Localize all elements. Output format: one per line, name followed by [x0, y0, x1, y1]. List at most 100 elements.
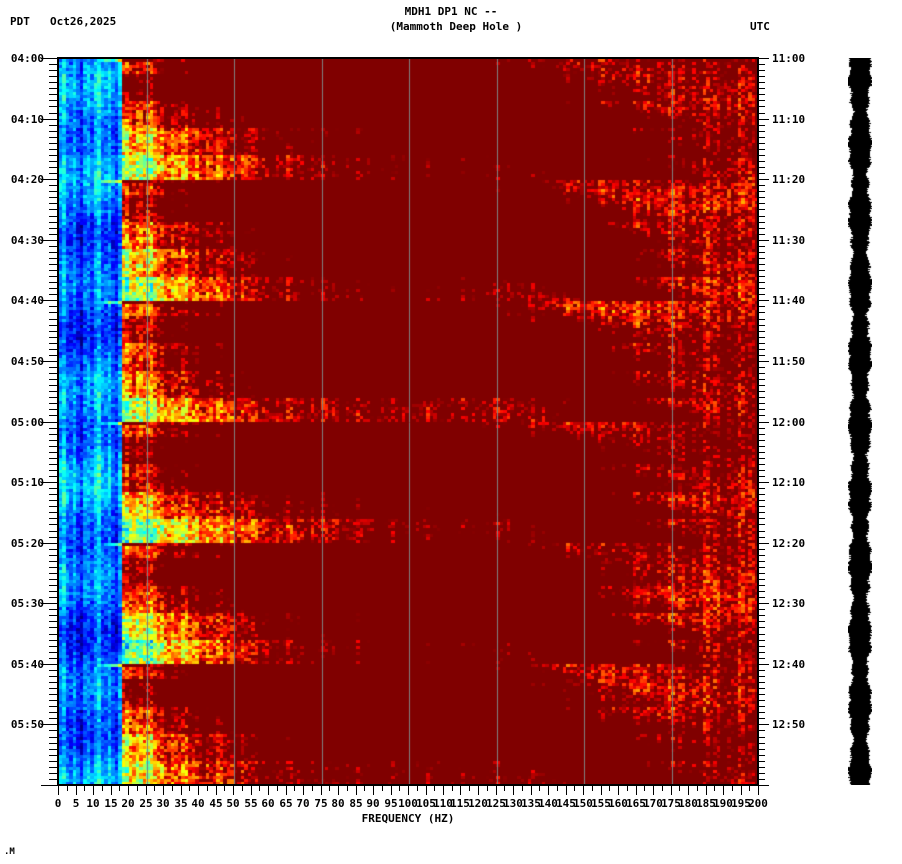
x-tick-minor — [364, 786, 365, 791]
x-axis-tick-label: 125 — [486, 797, 506, 810]
x-tick-major — [58, 786, 59, 795]
y-tick-minor-right — [758, 743, 765, 744]
y-tick-minor-right — [758, 197, 765, 198]
y-tick-minor-right — [758, 609, 765, 610]
y-tick-minor-left — [49, 106, 58, 107]
y-tick-minor-right — [758, 252, 765, 253]
page-title: MDH1 DP1 NC -- — [404, 5, 498, 18]
y-tick-major-right — [758, 422, 769, 423]
y-tick-minor-left — [49, 549, 58, 550]
y-tick-major-left — [41, 179, 58, 180]
x-axis-tick-label: 155 — [591, 797, 611, 810]
x-tick-major — [76, 786, 77, 795]
x-tick-major — [198, 786, 199, 795]
y-tick-minor-left — [49, 100, 58, 101]
x-tick-minor — [574, 786, 575, 791]
y-tick-minor-right — [758, 397, 765, 398]
y-tick-minor-right — [758, 385, 765, 386]
x-tick-minor — [67, 786, 68, 791]
x-tick-minor — [119, 786, 120, 791]
y-tick-minor-right — [758, 258, 765, 259]
y-tick-minor-left — [49, 737, 58, 738]
x-axis-tick-label: 105 — [416, 797, 436, 810]
x-tick-minor — [84, 786, 85, 791]
x-axis-tick-label: 45 — [209, 797, 223, 810]
x-tick-major — [163, 786, 164, 795]
y-tick-minor-left — [49, 615, 58, 616]
x-axis-tick-label: 5 — [72, 797, 80, 810]
y-tick-major-left — [41, 724, 58, 725]
y-tick-major-right — [758, 664, 769, 665]
y-tick-minor-right — [758, 106, 765, 107]
x-tick-major — [618, 786, 619, 795]
x-tick-major — [583, 786, 584, 795]
y-tick-minor-left — [49, 70, 58, 71]
y-tick-minor-left — [49, 688, 58, 689]
y-tick-minor-right — [758, 446, 765, 447]
date-label: Oct26,2025 — [50, 15, 117, 28]
y-tick-minor-left — [49, 385, 58, 386]
x-axis-tick-label: 35 — [174, 797, 188, 810]
y-tick-minor-left — [49, 700, 58, 701]
y-tick-major-left — [41, 603, 58, 604]
y-tick-minor-right — [758, 319, 765, 320]
x-tick-major — [478, 786, 479, 795]
station-subtitle: (Mammoth Deep Hole ) — [389, 20, 523, 33]
x-tick-minor — [242, 786, 243, 791]
x-axis-tick-label: 195 — [731, 797, 751, 810]
y-tick-minor-right — [758, 131, 765, 132]
y-tick-minor-left — [49, 512, 58, 513]
y-tick-minor-left — [49, 658, 58, 659]
y-tick-minor-left — [49, 743, 58, 744]
y-tick-major-right — [758, 58, 769, 59]
x-tick-major — [566, 786, 567, 795]
y-axis-label-pdt: 04:50 — [10, 355, 44, 368]
y-tick-minor-right — [758, 615, 765, 616]
y-axis-label-utc: 12:50 — [772, 718, 806, 731]
y-tick-minor-right — [758, 737, 765, 738]
y-tick-minor-right — [758, 488, 765, 489]
y-tick-minor-left — [49, 476, 58, 477]
x-axis-tick-label: 200 — [748, 797, 768, 810]
y-tick-minor-left — [49, 730, 58, 731]
y-tick-minor-right — [758, 306, 765, 307]
y-tick-minor-right — [758, 567, 765, 568]
y-tick-minor-right — [758, 561, 765, 562]
x-tick-major — [636, 786, 637, 795]
y-tick-minor-left — [49, 191, 58, 192]
y-tick-minor-right — [758, 294, 765, 295]
y-tick-minor-left — [49, 64, 58, 65]
x-tick-minor — [277, 786, 278, 791]
x-axis-tick-label: 50 — [226, 797, 240, 810]
x-axis-tick-label: 0 — [54, 797, 62, 810]
y-tick-minor-left — [49, 779, 58, 780]
y-tick-minor-left — [49, 597, 58, 598]
y-tick-minor-right — [758, 76, 765, 77]
x-tick-minor — [504, 786, 505, 791]
y-tick-minor-left — [49, 349, 58, 350]
y-tick-minor-right — [758, 337, 765, 338]
y-tick-major-left — [41, 482, 58, 483]
y-tick-minor-left — [49, 209, 58, 210]
y-tick-minor-left — [49, 627, 58, 628]
y-axis-label-pdt: 05:30 — [10, 597, 44, 610]
x-tick-major — [216, 786, 217, 795]
y-tick-minor-left — [49, 264, 58, 265]
y-tick-major-left — [41, 240, 58, 241]
y-tick-minor-left — [49, 706, 58, 707]
x-tick-minor — [452, 786, 453, 791]
x-axis-tick-label: 65 — [279, 797, 293, 810]
spectrogram-plot — [58, 58, 758, 785]
x-axis-tick-label: 95 — [384, 797, 398, 810]
y-tick-minor-left — [49, 500, 58, 501]
y-tick-minor-left — [49, 131, 58, 132]
y-tick-minor-left — [49, 294, 58, 295]
x-axis-tick-label: 185 — [696, 797, 716, 810]
x-tick-major — [443, 786, 444, 795]
x-axis-tick-label: 145 — [556, 797, 576, 810]
corner-artifact-mark: .M — [4, 847, 15, 857]
y-tick-minor-left — [49, 718, 58, 719]
y-tick-minor-right — [758, 458, 765, 459]
x-axis-tick-label: 30 — [156, 797, 170, 810]
x-axis-tick-label: 20 — [121, 797, 135, 810]
